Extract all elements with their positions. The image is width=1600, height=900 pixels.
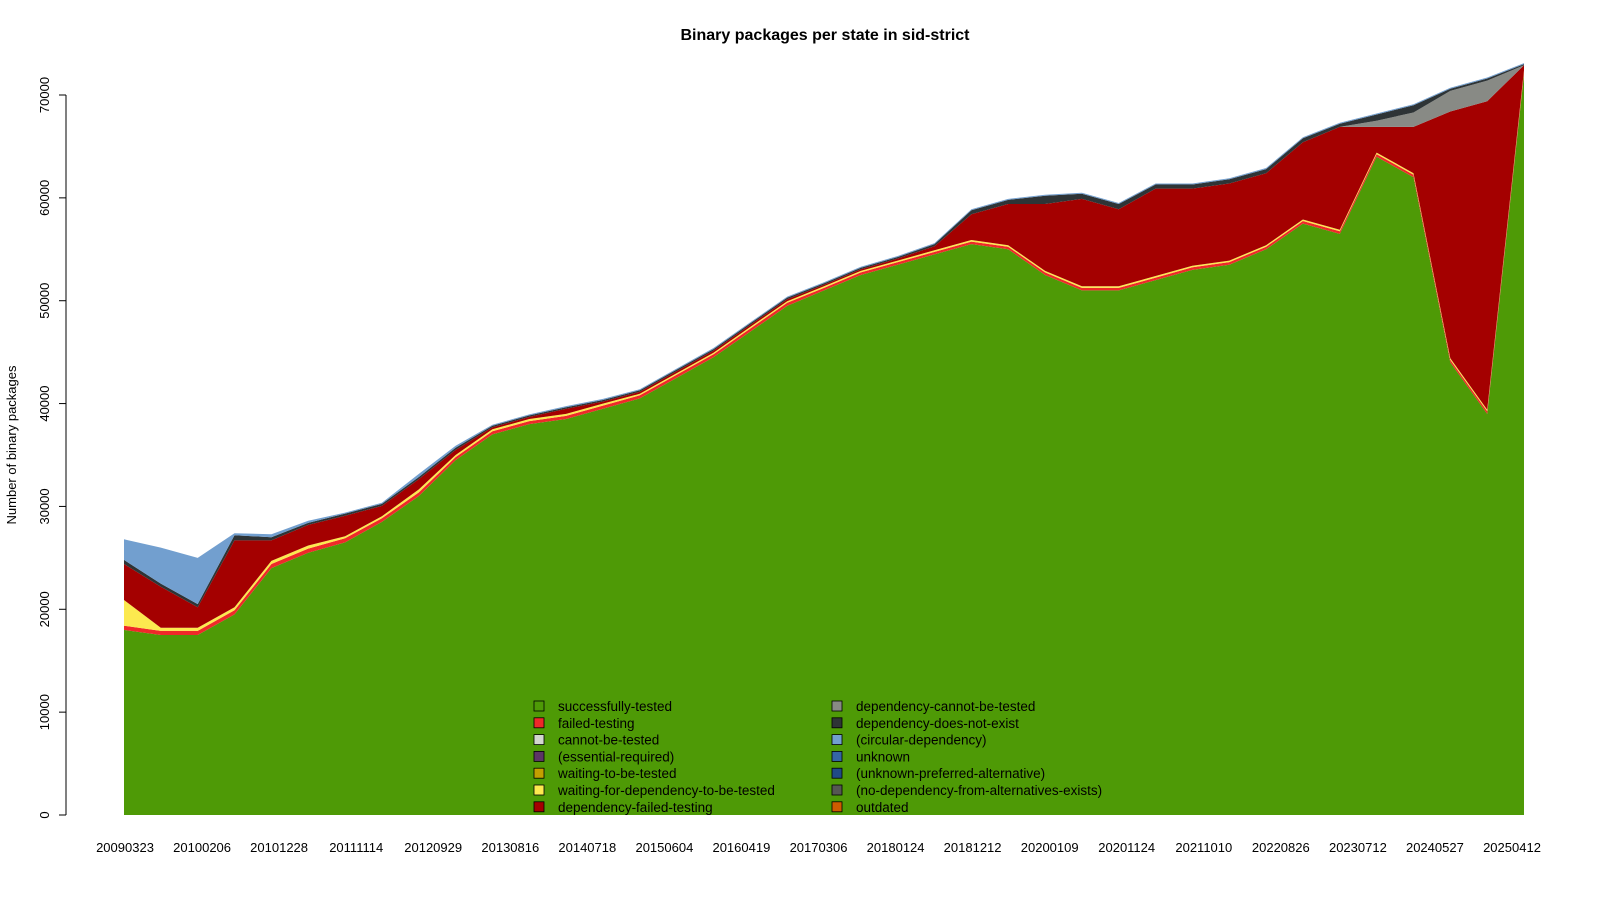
y-tick-label: 40000: [37, 385, 52, 421]
x-tick-label: 20140718: [558, 840, 616, 855]
legend-label: cannot-be-tested: [558, 733, 659, 748]
x-tick-label: 20130816: [481, 840, 539, 855]
x-tick-label: 20230712: [1329, 840, 1387, 855]
legend-label: successfully-tested: [558, 699, 672, 714]
y-tick-label: 60000: [37, 180, 52, 216]
legend-swatch: [831, 717, 843, 729]
legend-label: outdated: [856, 800, 909, 815]
x-tick-label: 20201124: [1098, 840, 1155, 855]
x-axis: 20090323 20100206 20101228 20111114 20120929…: [96, 840, 1541, 855]
x-tick-label: 20181212: [944, 840, 1002, 855]
x-tick-label: 20200109: [1021, 840, 1079, 855]
x-tick-label: 20170306: [790, 840, 848, 855]
area-series-successfully-tested: [124, 74, 1524, 815]
chart-title: Binary packages per state in sid-strict: [681, 27, 971, 44]
legend-label: waiting-for-dependency-to-be-tested: [557, 783, 775, 798]
legend-swatch: [831, 700, 843, 712]
legend-label: (circular-dependency): [856, 733, 987, 748]
x-tick-label: 20090323: [96, 840, 154, 855]
legend-label: dependency-cannot-be-tested: [856, 699, 1035, 714]
legend-label: failed-testing: [558, 716, 635, 731]
legend-swatch: [831, 767, 843, 779]
y-tick-label: 10000: [37, 694, 52, 730]
x-tick-label: 20250412: [1483, 840, 1541, 855]
legend-swatch: [533, 767, 545, 779]
area-series-dependency-cannot-be-tested: [124, 65, 1524, 608]
y-tick-label: 20000: [37, 591, 52, 627]
legend-swatch: [533, 734, 545, 745]
legend-swatch: [831, 784, 843, 796]
legend: successfully-tested failed-testing cannot-…: [533, 699, 1102, 815]
x-tick-label: 20111114: [329, 840, 383, 855]
legend-swatch: [533, 717, 545, 729]
y-axis-title: Number of binary packages: [4, 365, 19, 524]
legend-label: (no-dependency-from-alternatives-exists): [856, 783, 1102, 798]
legend-label: (essential-required): [558, 749, 674, 764]
x-tick-label: 20101228: [250, 840, 308, 855]
legend-swatch: [831, 734, 843, 745]
legend-label: unknown: [856, 749, 910, 764]
legend-swatch: [831, 801, 843, 813]
plot-areas: [124, 63, 1524, 815]
x-tick-label: 20211010: [1175, 840, 1232, 855]
area-series-dependency-does-not-exist: [124, 64, 1524, 608]
legend-swatch: [831, 751, 843, 762]
y-tick-label: 70000: [37, 77, 52, 113]
x-tick-label: 20120929: [404, 840, 462, 855]
x-tick-label: 20150604: [635, 840, 693, 855]
x-tick-label: 20180124: [867, 840, 925, 855]
legend-label: waiting-to-be-tested: [557, 766, 677, 781]
legend-label: dependency-failed-testing: [558, 800, 713, 815]
legend-swatch: [533, 784, 545, 796]
legend-label: (unknown-preferred-alternative): [856, 766, 1045, 781]
legend-label: dependency-does-not-exist: [856, 716, 1019, 731]
x-tick-label: 20220826: [1252, 840, 1310, 855]
y-axis: 0 10000 20000 30000 40000 50000 60000 70000: [37, 77, 67, 819]
legend-swatch: [533, 801, 545, 813]
x-tick-label: 20100206: [173, 840, 231, 855]
area-series-dependency-failed-testing: [124, 65, 1524, 628]
x-tick-label: 20160419: [712, 840, 770, 855]
legend-swatch: [533, 700, 545, 712]
y-tick-label: 0: [37, 811, 52, 818]
y-tick-label: 30000: [37, 488, 52, 524]
x-tick-label: 20240527: [1406, 840, 1464, 855]
y-tick-label: 50000: [37, 283, 52, 319]
legend-swatch: [533, 751, 545, 762]
